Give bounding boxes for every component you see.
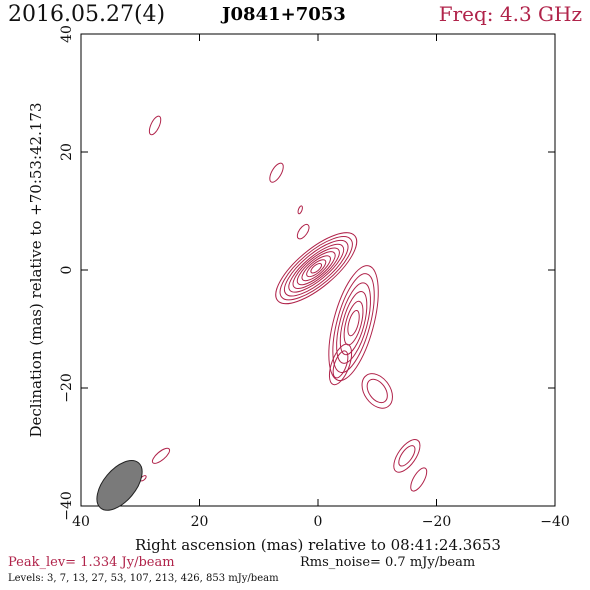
observation-date: 2016.05.27(4)	[8, 2, 166, 27]
contour-jet-1-2	[336, 282, 371, 364]
contour-blob-mid-1-0	[296, 223, 310, 240]
source-name: J0841+7053	[222, 4, 346, 25]
axis-ticks: 40 20 0 −20 −40 −40 −20 0 20 40	[59, 25, 570, 530]
contour-knot-far-1-0	[393, 439, 421, 473]
contour-jet-1-5	[347, 309, 360, 337]
contour-jet-2-1	[332, 350, 349, 379]
y-tick-label: 0	[59, 266, 75, 275]
component-jet-1	[328, 265, 379, 382]
component-blob-sw-1	[151, 447, 171, 464]
contour-jet-1-3	[339, 291, 368, 356]
peak-level: Peak_lev= 1.334 Jy/beam	[8, 555, 175, 570]
x-tick-label: 40	[72, 514, 90, 530]
frequency-label: Freq: 4.3 GHz	[438, 2, 582, 26]
contour-core-0	[275, 232, 358, 305]
contour-jet-2-0	[328, 343, 353, 386]
contour-blob-nw-2-0	[269, 162, 284, 183]
y-tick-label: −20	[59, 373, 75, 403]
contour-blob-sw-1-0	[151, 447, 171, 464]
contour-core-6	[301, 255, 331, 282]
component-blob-mid-2	[297, 205, 303, 215]
x-tick-label: −20	[422, 514, 452, 530]
component-knot-far-1	[393, 439, 421, 473]
contour-core-1	[279, 236, 353, 301]
y-tick-label: 40	[59, 25, 75, 43]
x-tick-label: 20	[191, 514, 209, 530]
x-tick-label: 0	[314, 514, 323, 530]
contour-core-3	[288, 243, 345, 293]
component-knot-far-2	[410, 467, 428, 492]
component-jet-2	[328, 343, 353, 386]
component-blob-nw-1	[148, 115, 162, 136]
contour-blob-nw-1-0	[148, 115, 162, 136]
contour-knot-south-0	[361, 373, 393, 409]
contour-core-2	[283, 240, 349, 297]
contour-layer	[139, 115, 428, 492]
contour-core-5	[296, 251, 336, 286]
y-axis-title: Declination (mas) relative to +70:53:42.…	[27, 102, 45, 437]
beam-ellipse	[96, 460, 143, 511]
beam-layer	[96, 460, 143, 511]
component-knot-south	[361, 373, 393, 409]
contour-knot-south-1	[366, 378, 388, 404]
header: 2016.05.27(4) J0841+7053 Freq: 4.3 GHz	[0, 0, 590, 30]
contour-jet-1-1	[332, 273, 375, 374]
component-blob-mid-1	[296, 223, 310, 240]
contour-core-7	[306, 259, 327, 278]
contour-levels: Levels: 3, 7, 13, 27, 53, 107, 213, 426,…	[8, 573, 279, 584]
contour-knot-far-2-0	[410, 467, 428, 492]
component-core	[275, 232, 358, 305]
contour-core-8	[310, 262, 323, 274]
y-tick-label: −40	[59, 491, 75, 521]
component-blob-nw-2	[269, 162, 284, 183]
x-tick-label: −40	[540, 514, 570, 530]
rms-noise: Rms_noise= 0.7 mJy/beam	[300, 555, 476, 570]
x-axis-title: Right ascension (mas) relative to 08:41:…	[135, 536, 501, 554]
y-tick-label: 20	[59, 143, 75, 161]
contour-core-4	[292, 247, 340, 289]
contour-jet-1-0	[328, 265, 379, 382]
contour-blob-mid-2-0	[297, 205, 303, 215]
contour-knot-far-1-1	[398, 445, 416, 467]
